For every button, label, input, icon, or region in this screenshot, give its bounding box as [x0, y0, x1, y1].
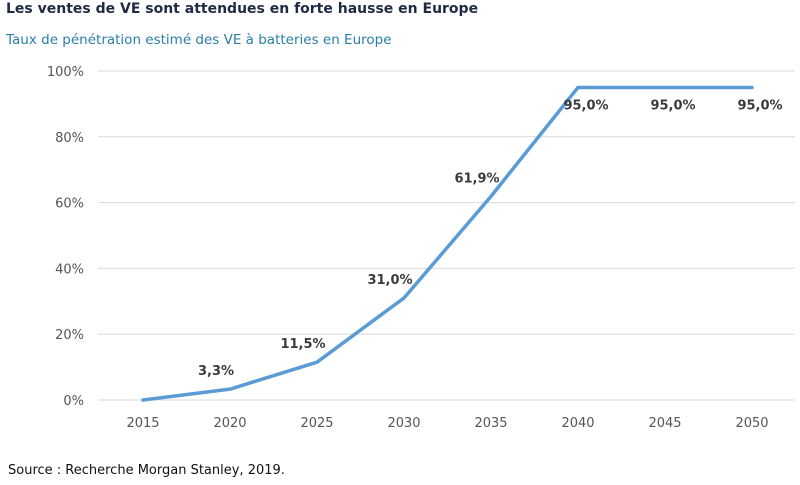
data-label-2050: 95,0% — [737, 98, 782, 113]
x-tick-label-2030: 2030 — [387, 416, 420, 431]
chart-title: Les ventes de VE sont attendues en forte… — [6, 1, 479, 17]
y-axis-tick-labels: 0% 20% 40% 60% 80% 100% — [47, 65, 84, 409]
y-tick-label-40: 40% — [55, 262, 84, 277]
data-point-2040 — [576, 85, 580, 89]
x-tick-label-2015: 2015 — [126, 416, 159, 431]
data-label-2020: 3,3% — [198, 364, 234, 379]
source-note: Source : Recherche Morgan Stanley, 2019. — [8, 463, 285, 478]
x-tick-label-2045: 2045 — [648, 416, 681, 431]
y-tick-label-0: 0% — [63, 394, 84, 409]
y-tick-label-60: 60% — [55, 197, 84, 212]
data-point-2025 — [315, 360, 319, 364]
data-label-2030: 31,0% — [367, 273, 412, 288]
data-label-2045: 95,0% — [650, 98, 695, 113]
data-point-2015 — [141, 398, 145, 402]
gridlines — [98, 70, 795, 401]
data-label-2040: 95,0% — [563, 98, 608, 113]
x-tick-label-2035: 2035 — [474, 416, 507, 431]
data-label-2025: 11,5% — [280, 337, 325, 352]
data-labels: 3,3% 11,5% 31,0% 61,9% 95,0% 95,0% 95,0% — [198, 98, 783, 379]
y-tick-label-80: 80% — [55, 131, 84, 146]
data-point-2035 — [489, 194, 493, 198]
data-point-2045 — [663, 85, 667, 89]
x-tick-label-2050: 2050 — [735, 416, 768, 431]
x-tick-label-2025: 2025 — [300, 416, 333, 431]
y-tick-label-100: 100% — [47, 65, 84, 80]
y-tick-label-20: 20% — [55, 328, 84, 343]
series-layer — [141, 85, 754, 402]
data-point-2050 — [750, 85, 754, 89]
x-axis-tick-labels: 2015 2020 2025 2030 2035 2040 2045 2050 — [126, 416, 768, 431]
data-label-2035: 61,9% — [454, 171, 499, 186]
data-point-2030 — [402, 296, 406, 300]
series-line — [141, 85, 754, 402]
data-point-2020 — [228, 387, 232, 391]
chart-subtitle: Taux de pénétration estimé des VE à batt… — [6, 32, 392, 48]
x-tick-label-2020: 2020 — [213, 416, 246, 431]
x-tick-label-2040: 2040 — [561, 416, 594, 431]
